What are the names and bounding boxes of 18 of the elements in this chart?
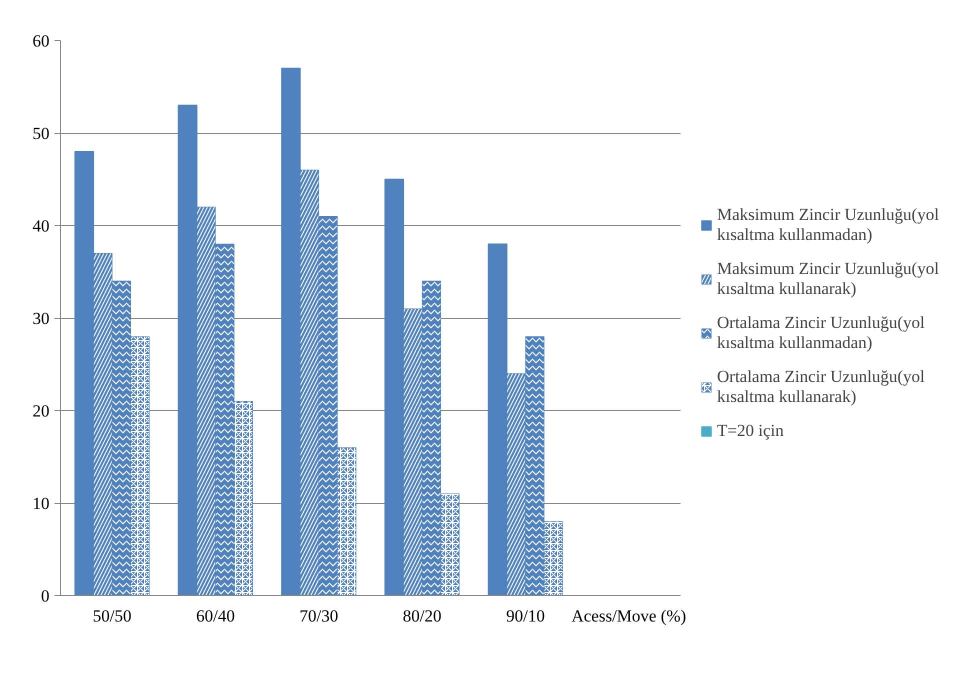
y-tick-label: 0 (41, 586, 50, 606)
y-tick-label: 40 (32, 216, 50, 236)
y-tick-label: 30 (32, 309, 50, 328)
x-tick-label: 50/50 (92, 606, 132, 626)
y-tick-label: 10 (32, 494, 50, 513)
legend-label: Maksimum Zincir Uzunluğu(yol kısaltma kullanmadan) (717, 204, 939, 244)
x-tick-label: 60/40 (196, 606, 235, 626)
y-tick-label: 50 (32, 124, 50, 143)
legend-label: Ortalama Zincir Uzunluğu(yol kısaltma kullanmadan) (717, 312, 925, 352)
legend-label: T=20 için (717, 420, 784, 440)
x-tick-label: 90/10 (506, 606, 545, 626)
y-tick-label: 20 (32, 402, 50, 420)
x-tick-label: Acess/Move (%) (571, 606, 686, 626)
legend-label: Maksimum Zincir Uzunluğu(yol kısaltma kullanarak) (717, 258, 939, 298)
x-tick-label: 80/20 (402, 606, 442, 626)
y-tick-label: 60 (32, 32, 50, 50)
x-tick-label: 70/30 (299, 606, 338, 626)
legend-label: Ortalama Zincir Uzunluğu(yol kısaltma kullanarak) (717, 366, 925, 406)
